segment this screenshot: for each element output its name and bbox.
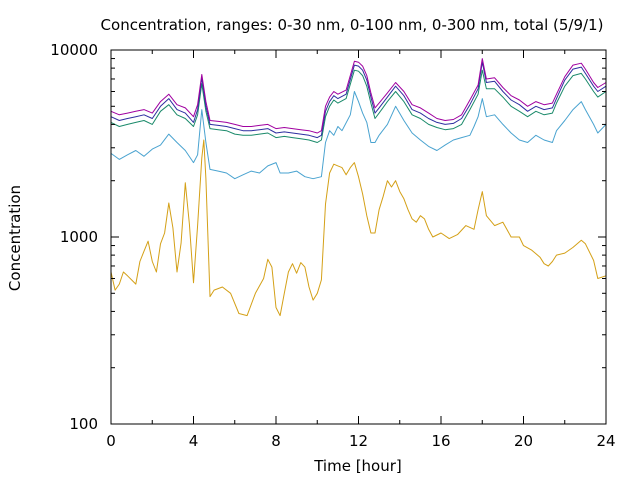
y-tick-label: 1000 [60,228,98,246]
series-line-2 [110,91,607,180]
x-tick-label: 16 [431,432,450,450]
x-tick-label: 20 [514,432,533,450]
y-tick-label: 10000 [50,41,98,59]
series-group [110,58,607,317]
plot-frame [110,49,607,425]
x-tick-label: 8 [271,432,281,450]
series-line-1 [110,139,607,317]
axis-ticks: 0 4 8 12 16 20 24 100 1000 10000 [50,41,615,450]
x-tick-label: 0 [106,432,116,450]
series-line-4 [110,61,607,139]
series-line-5 [110,58,607,134]
y-axis-label: Concentration [6,185,24,291]
x-tick-label: 4 [189,432,199,450]
x-axis-label: Time [hour] [313,457,402,475]
x-tick-label: 24 [596,432,615,450]
series-line-3 [110,69,607,143]
y-tick-label: 100 [69,415,98,433]
chart-title: Concentration, ranges: 0-30 nm, 0-100 nm… [101,16,604,34]
x-tick-label: 12 [349,432,368,450]
